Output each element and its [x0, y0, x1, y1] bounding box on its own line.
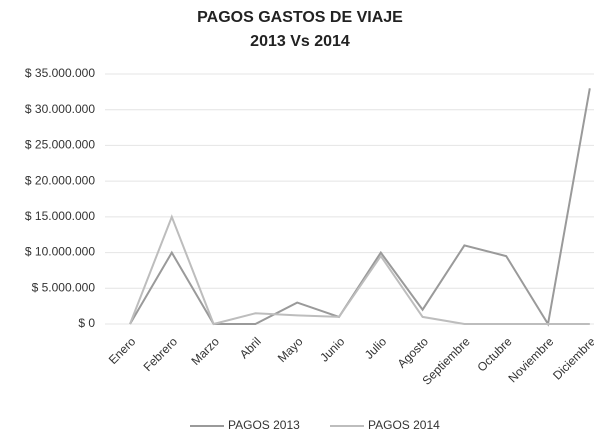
chart-subtitle: 2013 Vs 2014 [250, 33, 350, 50]
legend-label: PAGOS 2013 [228, 418, 300, 432]
y-tick-label: $ 30.000.000 [25, 102, 95, 116]
x-tick-label: Junio [317, 334, 347, 364]
x-tick-label: Noviembre [505, 334, 556, 385]
y-tick-label: $ 35.000.000 [25, 66, 95, 80]
y-tick-label: $ 10.000.000 [25, 245, 95, 259]
x-tick-label: Agosto [395, 334, 432, 371]
chart-title: PAGOS GASTOS DE VIAJE [197, 9, 403, 26]
x-tick-label: Octubre [474, 334, 514, 374]
y-tick-label: $ 5.000.000 [32, 280, 96, 294]
x-tick-label: Diciembre [550, 334, 594, 382]
x-tick-label: Enero [106, 334, 139, 367]
x-tick-label: Marzo [188, 334, 222, 368]
legend-label: PAGOS 2014 [368, 418, 440, 432]
x-tick-label: Febrero [141, 334, 181, 374]
y-tick-label: $ 20.000.000 [25, 173, 95, 187]
y-tick-label: $ 25.000.000 [25, 138, 95, 152]
y-tick-label: $ 0 [78, 316, 95, 330]
y-tick-label: $ 15.000.000 [25, 209, 95, 223]
x-tick-label: Julio [362, 334, 390, 362]
series-line [129, 214, 590, 326]
x-tick-label: Mayo [275, 334, 306, 365]
x-tick-label: Abril [237, 334, 264, 361]
